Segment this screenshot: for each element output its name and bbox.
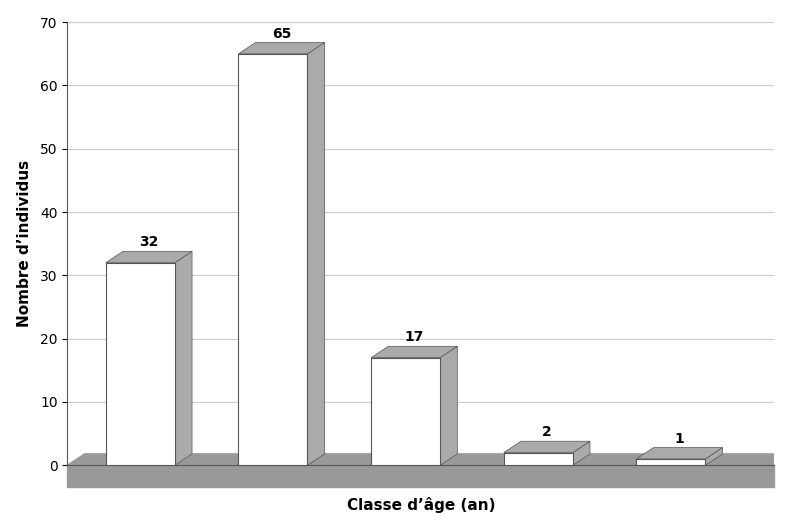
Bar	[504, 453, 573, 465]
Polygon shape	[706, 447, 723, 465]
Text: 65: 65	[272, 26, 291, 40]
Polygon shape	[67, 454, 791, 465]
Bar	[371, 358, 440, 465]
Text: 32: 32	[139, 235, 159, 250]
Text: 2: 2	[542, 425, 552, 439]
Bar	[106, 263, 175, 465]
Bar	[238, 54, 308, 465]
Polygon shape	[106, 251, 192, 263]
Polygon shape	[504, 441, 590, 453]
Polygon shape	[637, 447, 723, 459]
Bar	[637, 459, 706, 465]
Polygon shape	[440, 346, 457, 465]
Polygon shape	[67, 465, 774, 488]
Polygon shape	[573, 441, 590, 465]
Text: 17: 17	[404, 330, 424, 344]
Y-axis label: Nombre d’individus: Nombre d’individus	[17, 160, 32, 328]
Polygon shape	[175, 251, 192, 465]
Polygon shape	[238, 42, 324, 54]
Text: 1: 1	[675, 431, 684, 446]
X-axis label: Classe d’âge (an): Classe d’âge (an)	[346, 497, 495, 514]
Polygon shape	[308, 42, 324, 465]
Polygon shape	[371, 346, 457, 358]
